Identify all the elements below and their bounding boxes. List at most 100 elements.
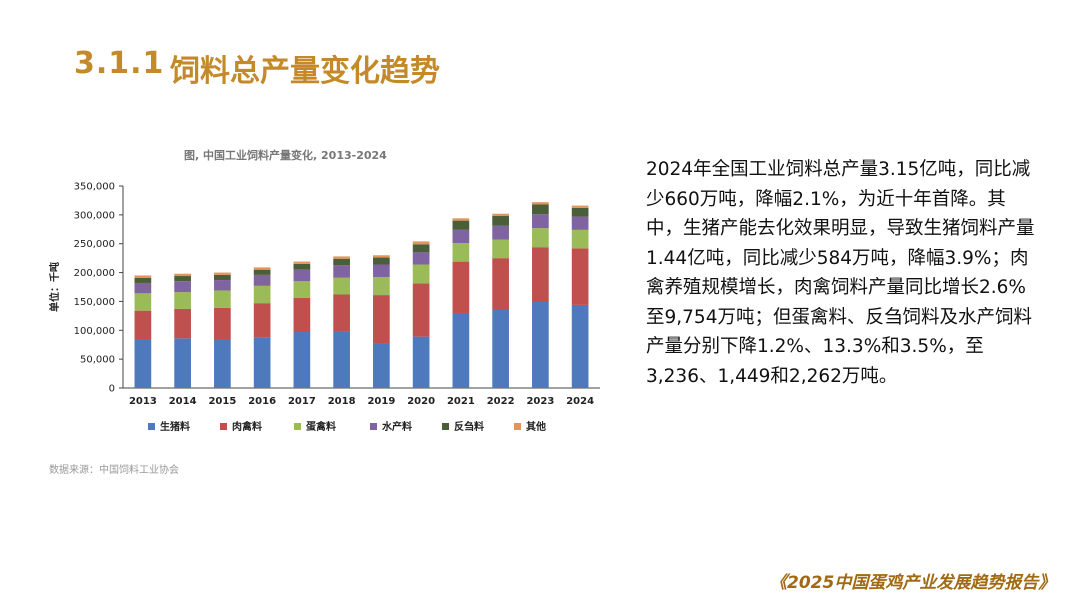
bar-segment xyxy=(333,265,350,278)
legend-label: 蛋禽料 xyxy=(306,420,336,433)
summary-paragraph: 2024年全国工业饲料总产量3.15亿吨，同比减少660万吨，降幅2.1%，为近… xyxy=(646,155,1036,391)
bar-segment xyxy=(412,336,430,388)
y-tick-label: 0 xyxy=(109,384,115,395)
section-number: 3.1.1 xyxy=(74,46,165,81)
legend-swatch xyxy=(370,423,377,430)
bar-segment xyxy=(373,255,390,258)
x-tick-label: 2021 xyxy=(447,396,475,407)
y-tick-label: 300,000 xyxy=(74,210,115,221)
y-tick-label: 200,000 xyxy=(74,268,115,279)
bar-segment xyxy=(452,218,470,221)
bar-segment xyxy=(134,310,152,340)
bar-segment xyxy=(333,256,350,259)
bar-segment xyxy=(412,252,430,265)
bar-segment xyxy=(174,338,191,388)
bar-segment xyxy=(532,302,549,388)
bar-segment xyxy=(214,307,231,340)
bar-segment xyxy=(293,297,311,333)
bar-segment xyxy=(412,244,430,253)
bar-segment xyxy=(174,292,191,309)
bar-segment xyxy=(333,277,350,295)
legend-label: 肉禽料 xyxy=(232,420,262,433)
y-tick-label: 150,000 xyxy=(74,297,115,308)
bar-segment xyxy=(532,228,549,248)
bar-segment xyxy=(492,213,509,217)
bar-segment xyxy=(452,261,470,313)
y-tick-label: 100,000 xyxy=(74,326,115,337)
legend-swatch xyxy=(220,423,227,430)
bar-segment xyxy=(571,229,589,249)
bar-segment xyxy=(452,243,470,262)
bar-segment xyxy=(333,294,350,332)
bar-segment xyxy=(293,261,311,264)
bar-segment xyxy=(253,269,271,275)
bar-segment xyxy=(532,214,549,229)
bar-segment xyxy=(134,339,152,388)
bar-segment xyxy=(532,202,549,205)
bar-segment xyxy=(412,264,430,284)
bar-segment xyxy=(253,274,271,286)
bar-segment xyxy=(134,293,152,311)
bar-segment xyxy=(412,241,430,245)
bar-segment xyxy=(253,267,271,270)
legend-label: 其他 xyxy=(526,420,546,433)
bar-segment xyxy=(333,331,350,388)
bar-segment xyxy=(571,304,589,388)
x-tick-label: 2020 xyxy=(407,396,435,407)
x-tick-label: 2016 xyxy=(248,396,276,407)
x-tick-label: 2019 xyxy=(367,396,395,407)
x-tick-label: 2014 xyxy=(169,396,197,407)
bar-segment xyxy=(492,216,509,226)
bar-segment xyxy=(571,248,589,305)
summary-text: 2024年全国工业饲料总产量3.15亿吨，同比减少660万吨，降幅2.1%，为近… xyxy=(646,159,1035,387)
bar-segment xyxy=(373,295,390,344)
x-tick-label: 2023 xyxy=(526,396,554,407)
bar-segment xyxy=(571,216,589,230)
bar-segment xyxy=(174,273,191,277)
bar-segment xyxy=(253,303,271,338)
x-tick-label: 2018 xyxy=(328,396,356,407)
bar-segment xyxy=(253,337,271,388)
bar-segment xyxy=(571,207,589,217)
bar-segment xyxy=(452,220,470,230)
bar-segment xyxy=(134,282,152,294)
bar-segment xyxy=(452,229,470,244)
report-footer: 《2025中国蛋鸡产业发展趋势报告》 xyxy=(770,573,1056,593)
bar-segment xyxy=(214,280,231,291)
bar-segment xyxy=(532,247,549,303)
bar-segment xyxy=(253,285,271,304)
legend-swatch xyxy=(148,423,155,430)
bar-segment xyxy=(293,281,311,298)
legend-swatch xyxy=(514,423,521,430)
bar-segment xyxy=(174,308,191,339)
y-tick-label: 250,000 xyxy=(74,239,115,250)
bar-segment xyxy=(373,343,390,388)
bar-segment xyxy=(532,204,549,215)
bar-segment xyxy=(373,264,390,278)
y-tick-label: 350,000 xyxy=(74,182,115,193)
data-source: 数据来源：中国饲料工业协会 xyxy=(49,465,179,476)
bar-segment xyxy=(293,332,311,388)
bar-segment xyxy=(214,274,231,281)
bar-segment xyxy=(492,239,509,259)
y-tick-label: 50,000 xyxy=(80,355,115,366)
bar-segment xyxy=(412,283,430,337)
bar-segment xyxy=(452,312,470,388)
bar-segment xyxy=(214,272,231,275)
chart-title: 图, 中国工业饲料产量变化, 2013-2024 xyxy=(184,149,387,162)
bar-segment xyxy=(571,205,589,208)
bar-segment xyxy=(134,277,152,283)
bar-segment xyxy=(214,339,231,388)
bar-segment xyxy=(174,281,191,293)
bar-segment xyxy=(492,309,509,388)
x-tick-label: 2015 xyxy=(208,396,236,407)
bar-segment xyxy=(333,258,350,266)
bar-segment xyxy=(373,257,390,265)
y-axis-label: 单位：千吨 xyxy=(48,262,61,312)
stacked-bar-chart: 0 50,000 100,000 150,000 200,000 250,000 300,0… xyxy=(48,182,600,433)
legend-label: 水产料 xyxy=(381,420,412,433)
legend-swatch xyxy=(442,423,449,430)
x-tick-label: 2017 xyxy=(288,396,316,407)
bar-segment xyxy=(492,258,509,310)
bar-segment xyxy=(293,263,311,270)
